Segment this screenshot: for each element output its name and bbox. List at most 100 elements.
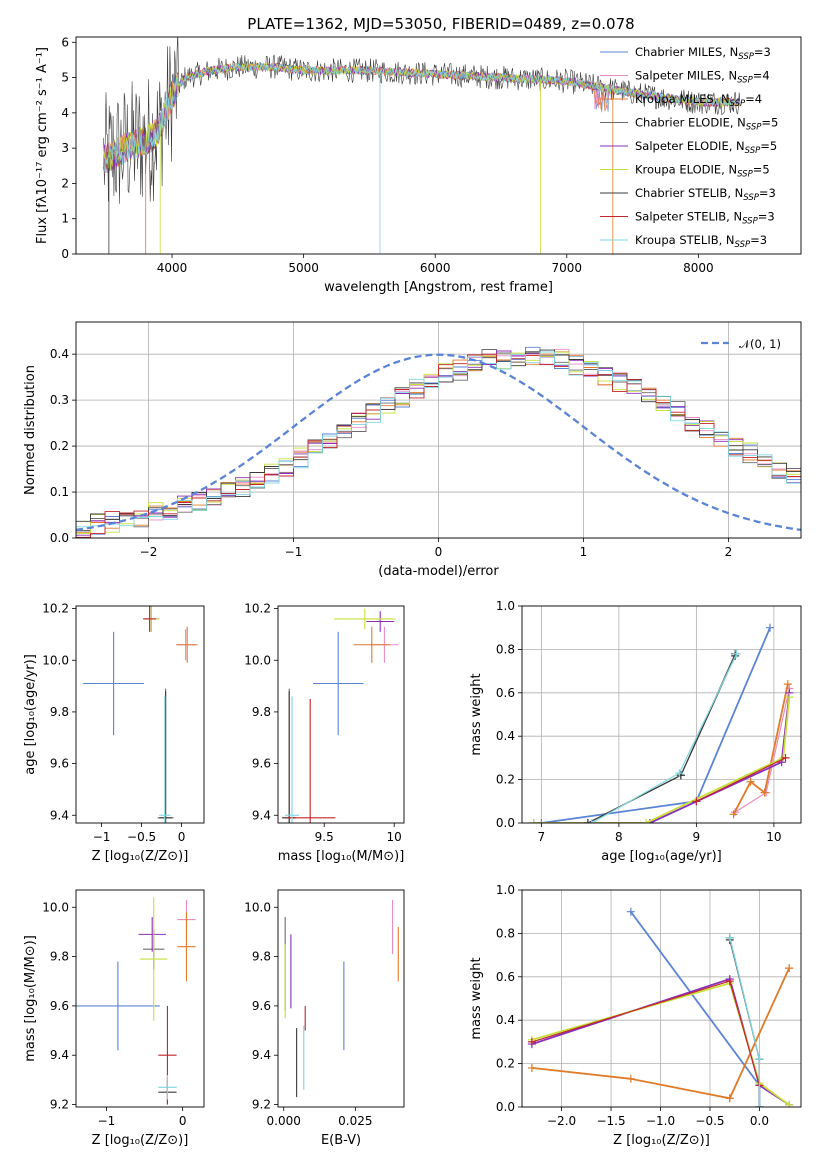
errorbar-point [176, 626, 198, 663]
y-tick-label: 0.2 [50, 439, 69, 453]
plot-area [83, 606, 198, 823]
x-tick-label: −2 [140, 545, 158, 559]
y-tick-label: 9.2 [252, 1098, 271, 1112]
axes-frame [277, 605, 405, 824]
data-point [676, 771, 685, 780]
legend-entry: Kroupa MILES, NSSP=4 [635, 92, 762, 109]
legend-entry: Salpeter ELODIE, NSSP=5 [635, 139, 777, 156]
legend-text: =5 [761, 116, 778, 130]
y-tick-label: 10.2 [244, 602, 271, 616]
y-tick-label: 0.0 [496, 816, 515, 830]
legend-text: Kroupa STELIB, N [635, 233, 735, 247]
x-axis-label: age [log₁₀(age/yr)] [601, 849, 722, 864]
legend-text: Chabrier STELIB, N [635, 186, 743, 200]
x-tick-label: 4000 [157, 261, 188, 275]
chart-mass-vs-Z: −1 0 9.2 9.4 9.6 9.8 10.0 Z [log₁₀(Z/Z⊙)] mass [… [23, 889, 205, 1148]
data-point [529, 819, 538, 823]
y-tick-label: 9.6 [252, 999, 271, 1013]
series-line [729, 937, 760, 1107]
x-tick-label: 8 [615, 830, 623, 844]
axes-frame [75, 36, 802, 255]
series-line [732, 683, 789, 815]
x-tick-label: −0.5 [695, 1114, 724, 1128]
x-tick-label: −1 [98, 1114, 116, 1128]
x-tick-label: 7000 [552, 261, 583, 275]
y-tick-label: 9.6 [50, 757, 69, 771]
x-tick-label: 0.0 [750, 1114, 769, 1128]
histogram-step [76, 350, 801, 536]
data-point [725, 933, 734, 942]
y-tick-label: 10.0 [244, 900, 271, 914]
x-axis-label: mass [log₁₀(M/M⊙)] [278, 849, 405, 864]
x-tick-label: 5000 [288, 261, 319, 275]
y-tick-label: 10.0 [244, 653, 271, 667]
y-axis-label: Normed distribution [23, 365, 38, 495]
x-tick-label: 8000 [683, 261, 714, 275]
y-tick-label: 0.4 [496, 729, 515, 743]
y-tick-label: 9.8 [50, 705, 69, 719]
data-point [785, 964, 794, 973]
x-axis-label: wavelength [Angstrom, rest frame] [324, 280, 553, 295]
data-point [692, 797, 701, 806]
y-tick-label: 9.6 [252, 757, 271, 771]
y-tick-label: 9.6 [50, 999, 69, 1013]
errorbar-point [83, 631, 144, 736]
y-tick-label: 1.0 [496, 883, 515, 897]
legend-text: Chabrier ELODIE, N [635, 116, 746, 130]
gaussian-curve [76, 353, 801, 532]
y-tick-label: 1 [61, 212, 69, 226]
data-point [626, 907, 635, 916]
x-tick-label: −1 [93, 830, 111, 844]
data-point [583, 819, 592, 823]
data-point [785, 693, 794, 702]
y-tick-label: 9.8 [252, 950, 271, 964]
y-axis-label: age [log₁₀(age/yr)] [23, 654, 38, 775]
data-point [785, 1100, 794, 1107]
y-tick-label: 0.2 [496, 1057, 515, 1071]
axes-frame [75, 321, 802, 539]
axes-frame [521, 889, 802, 1108]
chart-mass-vs-EBV: 0.000 0.025 9.2 9.4 9.6 9.8 10.0 E(B-V) [244, 889, 405, 1148]
y-axis-label: mass weight [469, 957, 484, 1039]
errorbar-point [158, 1074, 177, 1100]
figure-title: PLATE=1362, MJD=53050, FIBERID=0489, z=0… [247, 15, 634, 33]
legend-subscript: SSP [745, 146, 761, 156]
legend-text: =3 [754, 45, 771, 59]
legend-text: Salpeter MILES, N [635, 69, 737, 83]
y-tick-label: 10.0 [42, 900, 69, 914]
axes-frame [75, 605, 205, 824]
y-tick-label: 9.8 [252, 705, 271, 719]
histogram-step [76, 349, 801, 522]
y-axis-label: mass weight [469, 673, 484, 755]
x-tick-label: −1.0 [646, 1114, 675, 1128]
y-tick-label: 3 [61, 141, 69, 155]
legend-text: =3 [759, 186, 776, 200]
y-tick-label: 9.4 [252, 808, 271, 822]
x-tick-label: 0.025 [338, 1114, 372, 1128]
chart-age-vs-mass: 9.5 10 9.4 9.6 9.8 10.0 10.2 mass [log₁₀(M/M⊙)] [244, 602, 405, 864]
y-axis-label: mass [log₁₀(M/M⊙)] [23, 935, 38, 1062]
legend-text: Salpeter ELODIE, N [635, 139, 745, 153]
data-point [760, 788, 769, 797]
y-tick-label: 9.2 [50, 1098, 69, 1112]
legend-subscript: SSP [735, 240, 751, 250]
legend-subscript: SSP [742, 217, 758, 227]
x-tick-label: −1 [285, 545, 303, 559]
x-axis-label: E(B-V) [321, 1133, 361, 1148]
legend-text: Kroupa MILES, N [635, 92, 730, 106]
legend-text: =3 [750, 233, 767, 247]
x-tick-label: 10 [387, 830, 402, 844]
y-tick-label: 1.0 [496, 599, 515, 613]
y-tick-label: 0.0 [496, 1100, 515, 1114]
y-tick-label: 5 [61, 71, 69, 85]
data-point [537, 819, 546, 823]
plot-area [76, 346, 801, 538]
x-tick-label: 7 [538, 830, 546, 844]
histogram-step [76, 351, 801, 528]
data-point [781, 753, 790, 762]
series-line [587, 653, 736, 823]
y-tick-label: 0.4 [496, 1013, 515, 1027]
series-line [533, 697, 791, 823]
x-tick-label: −1.5 [596, 1114, 625, 1128]
series-line [696, 757, 786, 802]
